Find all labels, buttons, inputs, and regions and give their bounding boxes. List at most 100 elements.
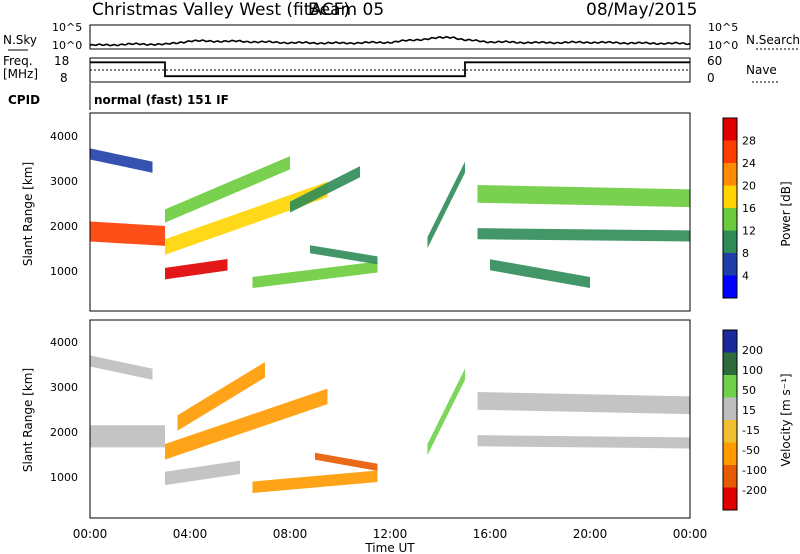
velocity-ytick-2000: 2000 (50, 426, 78, 439)
echo-band-10 (490, 259, 590, 289)
echo-band-7 (477, 391, 690, 415)
colorbar-tick-2: 50 (742, 384, 756, 397)
velocity-colorbar-label: Velocity [m s⁻¹] (779, 373, 793, 466)
noise-series-line (89, 35, 691, 47)
power-panel: 4000 3000 2000 1000 Slant Range [km] 282… (21, 112, 793, 312)
echo-band-0 (90, 425, 165, 448)
noise-panel: N.Sky 10^5 10^0 10^5 10^0 N.Search (3, 21, 800, 52)
colorbar-tick-0: 28 (742, 135, 756, 148)
colorbar-segment-0 (723, 118, 737, 141)
noise-right-label: N.Search (746, 33, 800, 47)
power-ytick-3000: 3000 (50, 175, 78, 188)
power-frame (89, 112, 691, 312)
colorbar-segment-4 (723, 208, 737, 231)
noise-tick-hi-left: 10^5 (52, 21, 82, 34)
nave-tick-0: 0 (707, 71, 715, 85)
time-axis: 00:00 04:00 08:00 12:00 16:00 20:00 00:0… (73, 527, 708, 554)
noise-tick-lo-left: 10^0 (52, 39, 82, 52)
beam-title: Beam 05 (308, 0, 384, 20)
velocity-frame (89, 319, 691, 519)
noise-tick-lo-right: 10^0 (708, 39, 738, 52)
echo-band-9 (90, 355, 153, 380)
velocity-panel: 4000 3000 2000 1000 Slant Range [km] 200… (21, 319, 793, 519)
colorbar-tick-3: 16 (742, 202, 756, 215)
colorbar-tick-1: 100 (742, 364, 763, 377)
xtick-1600: 16:00 (473, 527, 508, 541)
echo-band-4 (290, 166, 360, 213)
colorbar-segment-6 (723, 465, 737, 488)
colorbar-segment-6 (723, 253, 737, 276)
echo-band-7 (427, 161, 465, 249)
power-colorbar: 28 24 20 16 12 8 4 (722, 117, 756, 299)
station-title: Christmas Valley West (fitACF) (92, 0, 350, 20)
echo-band-8 (477, 184, 690, 208)
velocity-y-axis: 4000 3000 2000 1000 (50, 336, 78, 484)
velocity-colorbar: 200 100 50 15 -15 -50 -100 -200 (722, 329, 767, 511)
xtick-0800: 08:00 (273, 527, 308, 541)
colorbar-tick-1: 24 (742, 157, 756, 170)
power-ytick-2000: 2000 (50, 220, 78, 233)
echo-band-2 (165, 388, 328, 460)
cpid-value: normal (fast) 151 IF (94, 93, 229, 107)
frequency-series-line (90, 61, 690, 78)
power-colorbar-label: Power [dB] (779, 181, 793, 246)
colorbar-tick-6: -100 (742, 464, 767, 477)
echo-band-6 (310, 245, 378, 265)
power-ytick-4000: 4000 (50, 130, 78, 143)
echo-band-5 (315, 452, 378, 471)
velocity-ylabel: Slant Range [km] (21, 368, 35, 472)
colorbar-tick-7: -200 (742, 484, 767, 497)
colorbar-tick-4: -15 (742, 424, 760, 437)
colorbar-tick-4: 12 (742, 225, 756, 238)
xtick-2400: 00:00 (673, 527, 708, 541)
colorbar-tick-6: 4 (742, 270, 749, 283)
colorbar-segment-1 (723, 352, 737, 376)
echo-band-11 (90, 148, 153, 173)
colorbar-segment-7 (723, 487, 737, 511)
power-data-layer (90, 148, 690, 289)
freq-tick-8: 8 (60, 71, 68, 85)
colorbar-segment-3 (723, 185, 737, 209)
noise-tick-hi-right: 10^5 (708, 21, 738, 34)
echo-band-5 (252, 261, 378, 289)
echo-band-1 (165, 259, 228, 280)
xtick-1200: 12:00 (373, 527, 408, 541)
colorbar-segment-5 (723, 442, 737, 466)
power-ylabel: Slant Range [km] (21, 162, 35, 266)
colorbar-frame (722, 329, 738, 511)
velocity-data-layer (90, 355, 690, 494)
xlabel: Time UT (364, 541, 415, 554)
echo-band-3 (165, 156, 290, 223)
colorbar-segment-0 (723, 330, 737, 353)
frequency-panel: Freq. [MHz] 18 8 60 0 Nave (3, 54, 780, 85)
echo-band-9 (477, 228, 690, 242)
colorbar-segment-3 (723, 397, 737, 421)
echo-band-1 (165, 460, 240, 486)
colorbar-segment-7 (723, 275, 737, 299)
xtick-0000: 00:00 (73, 527, 108, 541)
power-y-axis: 4000 3000 2000 1000 (50, 130, 78, 278)
colorbar-tick-5: 8 (742, 247, 749, 260)
cpid-label: CPID (8, 93, 40, 107)
power-ytick-1000: 1000 (50, 265, 78, 278)
velocity-ytick-1000: 1000 (50, 471, 78, 484)
xtick-2000: 20:00 (573, 527, 608, 541)
colorbar-segment-5 (723, 230, 737, 254)
velocity-ytick-3000: 3000 (50, 381, 78, 394)
colorbar-segment-2 (723, 375, 737, 398)
freq-tick-18: 18 (54, 54, 69, 68)
echo-band-0 (90, 221, 165, 246)
echo-band-3 (177, 362, 265, 431)
colorbar-frame (722, 117, 738, 299)
colorbar-tick-2: 20 (742, 180, 756, 193)
colorbar-segment-2 (723, 163, 737, 186)
xtick-0400: 04:00 (173, 527, 208, 541)
nave-label: Nave (746, 63, 777, 77)
colorbar-tick-5: -50 (742, 444, 760, 457)
date-title: 08/May/2015 (586, 0, 698, 20)
velocity-ytick-4000: 4000 (50, 336, 78, 349)
colorbar-segment-1 (723, 140, 737, 164)
colorbar-tick-0: 200 (742, 344, 763, 357)
colorbar-segment-4 (723, 420, 737, 443)
